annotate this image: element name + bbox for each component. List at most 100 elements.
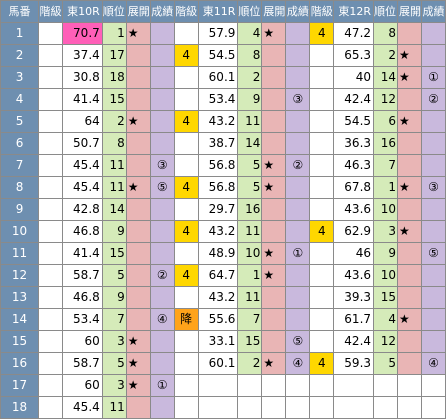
class-cell[interactable] bbox=[38, 264, 64, 287]
tenkai-cell[interactable]: ★ bbox=[125, 374, 151, 397]
score-cell[interactable]: 46 bbox=[333, 242, 375, 265]
result-cell[interactable] bbox=[421, 396, 446, 419]
tenkai-cell[interactable] bbox=[397, 374, 423, 397]
rank-cell[interactable]: 15 bbox=[101, 242, 127, 265]
score-cell[interactable]: 45.4 bbox=[62, 176, 103, 199]
class-cell[interactable]: 4 bbox=[173, 264, 199, 287]
score-cell[interactable]: 58.7 bbox=[62, 352, 103, 375]
result-cell[interactable]: ② bbox=[285, 154, 311, 177]
score-cell[interactable]: 46.8 bbox=[62, 220, 103, 243]
rank-cell[interactable]: 11 bbox=[237, 286, 263, 309]
result-cell[interactable] bbox=[421, 330, 446, 353]
score-cell[interactable]: 59.3 bbox=[333, 352, 375, 375]
rank-cell[interactable]: 14 bbox=[237, 132, 263, 155]
rank-cell[interactable]: 7 bbox=[101, 308, 127, 331]
class-cell[interactable] bbox=[309, 286, 335, 309]
rank-cell[interactable]: 18 bbox=[101, 66, 127, 89]
rank-cell[interactable]: 5 bbox=[101, 264, 127, 287]
tenkai-cell[interactable] bbox=[397, 198, 423, 221]
tenkai-cell[interactable] bbox=[125, 66, 151, 89]
class-cell[interactable] bbox=[309, 396, 335, 419]
score-cell[interactable]: 56.8 bbox=[197, 176, 239, 199]
tenkai-cell[interactable] bbox=[261, 286, 287, 309]
rank-cell[interactable]: 1 bbox=[373, 176, 399, 199]
rank-cell[interactable]: 7 bbox=[373, 154, 399, 177]
result-cell[interactable] bbox=[149, 66, 175, 89]
score-cell[interactable]: 33.1 bbox=[197, 330, 239, 353]
rank-cell[interactable]: 3 bbox=[101, 330, 127, 353]
tenkai-cell[interactable]: ★ bbox=[125, 330, 151, 353]
result-cell[interactable]: ⑤ bbox=[421, 242, 446, 265]
result-cell[interactable] bbox=[149, 22, 175, 45]
score-cell[interactable]: 42.4 bbox=[333, 330, 375, 353]
rank-cell[interactable]: 10 bbox=[237, 242, 263, 265]
rank-cell[interactable]: 16 bbox=[373, 132, 399, 155]
rank-cell[interactable]: 4 bbox=[373, 308, 399, 331]
score-cell[interactable]: 43.6 bbox=[333, 198, 375, 221]
score-cell[interactable]: 29.7 bbox=[197, 198, 239, 221]
class-cell[interactable] bbox=[173, 132, 199, 155]
result-cell[interactable]: ⑤ bbox=[149, 176, 175, 199]
score-cell[interactable]: 53.4 bbox=[197, 88, 239, 111]
result-cell[interactable] bbox=[149, 352, 175, 375]
score-cell[interactable]: 45.4 bbox=[62, 154, 103, 177]
result-cell[interactable] bbox=[149, 198, 175, 221]
rank-cell[interactable]: 5 bbox=[237, 176, 263, 199]
result-cell[interactable]: ③ bbox=[149, 154, 175, 177]
result-cell[interactable] bbox=[285, 110, 311, 133]
tenkai-cell[interactable]: ★ bbox=[397, 308, 423, 331]
tenkai-cell[interactable] bbox=[125, 286, 151, 309]
tenkai-cell[interactable]: ★ bbox=[125, 110, 151, 133]
result-cell[interactable]: ④ bbox=[421, 352, 446, 375]
result-cell[interactable] bbox=[149, 242, 175, 265]
score-cell[interactable]: 55.6 bbox=[197, 308, 239, 331]
class-cell[interactable] bbox=[173, 286, 199, 309]
tenkai-cell[interactable]: ★ bbox=[261, 154, 287, 177]
horse-number-cell[interactable]: 9 bbox=[0, 198, 40, 221]
tenkai-cell[interactable] bbox=[397, 330, 423, 353]
rank-cell[interactable]: 2 bbox=[101, 110, 127, 133]
tenkai-cell[interactable] bbox=[261, 396, 287, 419]
tenkai-cell[interactable] bbox=[125, 44, 151, 67]
class-cell[interactable] bbox=[38, 22, 64, 45]
class-cell[interactable]: 4 bbox=[309, 220, 335, 243]
horse-number-cell[interactable]: 12 bbox=[0, 264, 40, 287]
result-cell[interactable] bbox=[285, 22, 311, 45]
class-cell[interactable] bbox=[309, 88, 335, 111]
horse-number-cell[interactable]: 6 bbox=[0, 132, 40, 155]
score-cell[interactable]: 60.1 bbox=[197, 66, 239, 89]
tenkai-cell[interactable] bbox=[125, 308, 151, 331]
class-cell[interactable]: 4 bbox=[173, 220, 199, 243]
score-cell[interactable]: 60 bbox=[62, 330, 103, 353]
horse-number-cell[interactable]: 14 bbox=[0, 308, 40, 331]
rank-cell[interactable]: 10 bbox=[373, 264, 399, 287]
rank-cell[interactable]: 1 bbox=[101, 22, 127, 45]
horse-number-cell[interactable]: 8 bbox=[0, 176, 40, 199]
rank-cell[interactable]: 8 bbox=[101, 132, 127, 155]
score-cell[interactable]: 41.4 bbox=[62, 88, 103, 111]
class-cell[interactable]: 4 bbox=[309, 22, 335, 45]
class-cell[interactable] bbox=[173, 22, 199, 45]
result-cell[interactable] bbox=[149, 286, 175, 309]
tenkai-cell[interactable] bbox=[397, 264, 423, 287]
score-cell[interactable]: 62.9 bbox=[333, 220, 375, 243]
rank-cell[interactable]: 9 bbox=[373, 242, 399, 265]
class-cell[interactable] bbox=[309, 66, 335, 89]
tenkai-cell[interactable] bbox=[261, 198, 287, 221]
class-cell[interactable] bbox=[309, 176, 335, 199]
score-cell[interactable]: 46.3 bbox=[333, 154, 375, 177]
rank-cell[interactable]: 15 bbox=[237, 330, 263, 353]
tenkai-cell[interactable] bbox=[125, 154, 151, 177]
score-cell[interactable]: 56.8 bbox=[197, 154, 239, 177]
horse-number-cell[interactable]: 2 bbox=[0, 44, 40, 67]
tenkai-cell[interactable]: ★ bbox=[125, 176, 151, 199]
horse-number-cell[interactable]: 7 bbox=[0, 154, 40, 177]
class-cell[interactable] bbox=[38, 154, 64, 177]
score-cell[interactable]: 42.4 bbox=[333, 88, 375, 111]
score-cell[interactable] bbox=[333, 374, 375, 397]
score-cell[interactable]: 54.5 bbox=[333, 110, 375, 133]
horse-number-cell[interactable]: 13 bbox=[0, 286, 40, 309]
score-cell[interactable]: 67.8 bbox=[333, 176, 375, 199]
horse-number-cell[interactable]: 16 bbox=[0, 352, 40, 375]
score-cell[interactable]: 54.5 bbox=[197, 44, 239, 67]
